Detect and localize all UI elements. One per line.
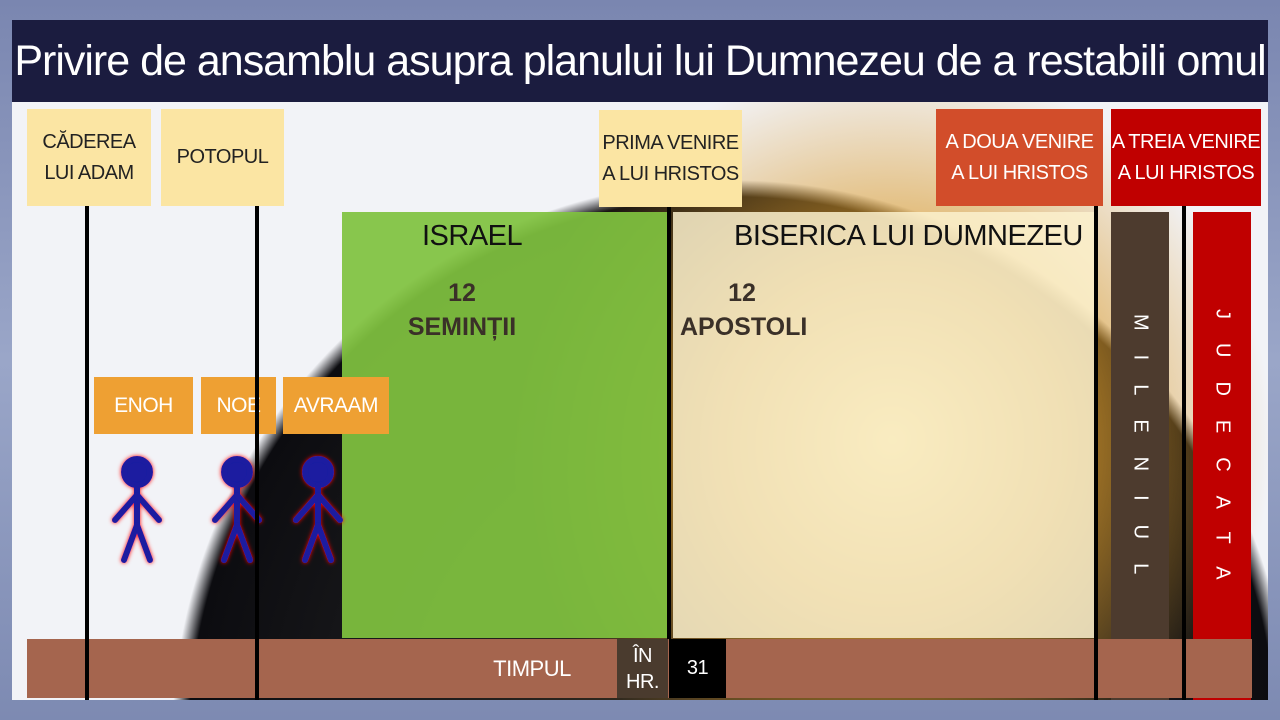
count-label: APOSTOLI	[680, 313, 808, 341]
period-biserica	[673, 212, 1095, 638]
israel-count: 12 SEMINȚII	[402, 276, 522, 344]
divider-line	[1182, 206, 1186, 700]
israel-title: ISRAEL	[422, 220, 523, 252]
era-line: HR.	[626, 670, 659, 693]
divider-line	[255, 206, 259, 700]
period-mileniul: MILENIUL	[1111, 212, 1169, 700]
biserica-count: 12 APOSTOLI	[680, 276, 808, 344]
count-label: SEMINȚII	[407, 313, 517, 341]
period-judecata: JUDECATA	[1193, 212, 1251, 700]
slide-title: Privire de ansamblu asupra planului lui …	[12, 20, 1268, 102]
event-flood: POTOPUL	[161, 109, 284, 206]
event-fall-of-adam: CĂDEREA LUI ADAM	[27, 109, 151, 206]
label-line: A LUI HRISTOS	[1117, 161, 1255, 184]
person-enoh: ENOH	[94, 377, 193, 434]
label-line: A TREIA VENIRE	[1111, 130, 1261, 153]
stick-figure-icon	[212, 456, 262, 563]
person-noe: NOE	[201, 377, 276, 434]
person-avraam: AVRAAM	[283, 377, 389, 434]
slide: Privire de ansamblu asupra planului lui …	[12, 20, 1268, 700]
biserica-title: BISERICA LUI DUMNEZEU	[734, 220, 1083, 252]
timeline-label: TIMPUL	[493, 656, 571, 681]
period-israel	[342, 212, 667, 638]
label-line: A DOUA VENIRE	[945, 130, 1095, 153]
stick-figure-icon	[112, 456, 162, 563]
label-line: CĂDEREA	[42, 130, 136, 153]
label-line: A LUI HRISTOS	[951, 161, 1088, 184]
event-second-coming: A DOUA VENIRE A LUI HRISTOS	[936, 109, 1103, 206]
year-31: 31	[669, 639, 726, 698]
divider-line	[667, 207, 671, 639]
era-line: ÎN	[633, 644, 653, 667]
label-line: A LUI HRISTOS	[602, 162, 739, 185]
label-line: LUI ADAM	[44, 161, 134, 184]
divider-line	[85, 206, 89, 700]
stick-figure-icon	[293, 456, 343, 563]
count-number: 12	[448, 279, 476, 307]
event-third-coming: A TREIA VENIRE A LUI HRISTOS	[1111, 109, 1261, 206]
event-first-coming: PRIMA VENIRE A LUI HRISTOS	[599, 110, 742, 207]
divider-line	[1094, 206, 1098, 700]
era-marker: ÎN HR.	[617, 639, 668, 698]
label-line: PRIMA VENIRE	[602, 131, 739, 154]
count-number: 12	[728, 279, 756, 307]
stick-figures	[112, 456, 343, 563]
